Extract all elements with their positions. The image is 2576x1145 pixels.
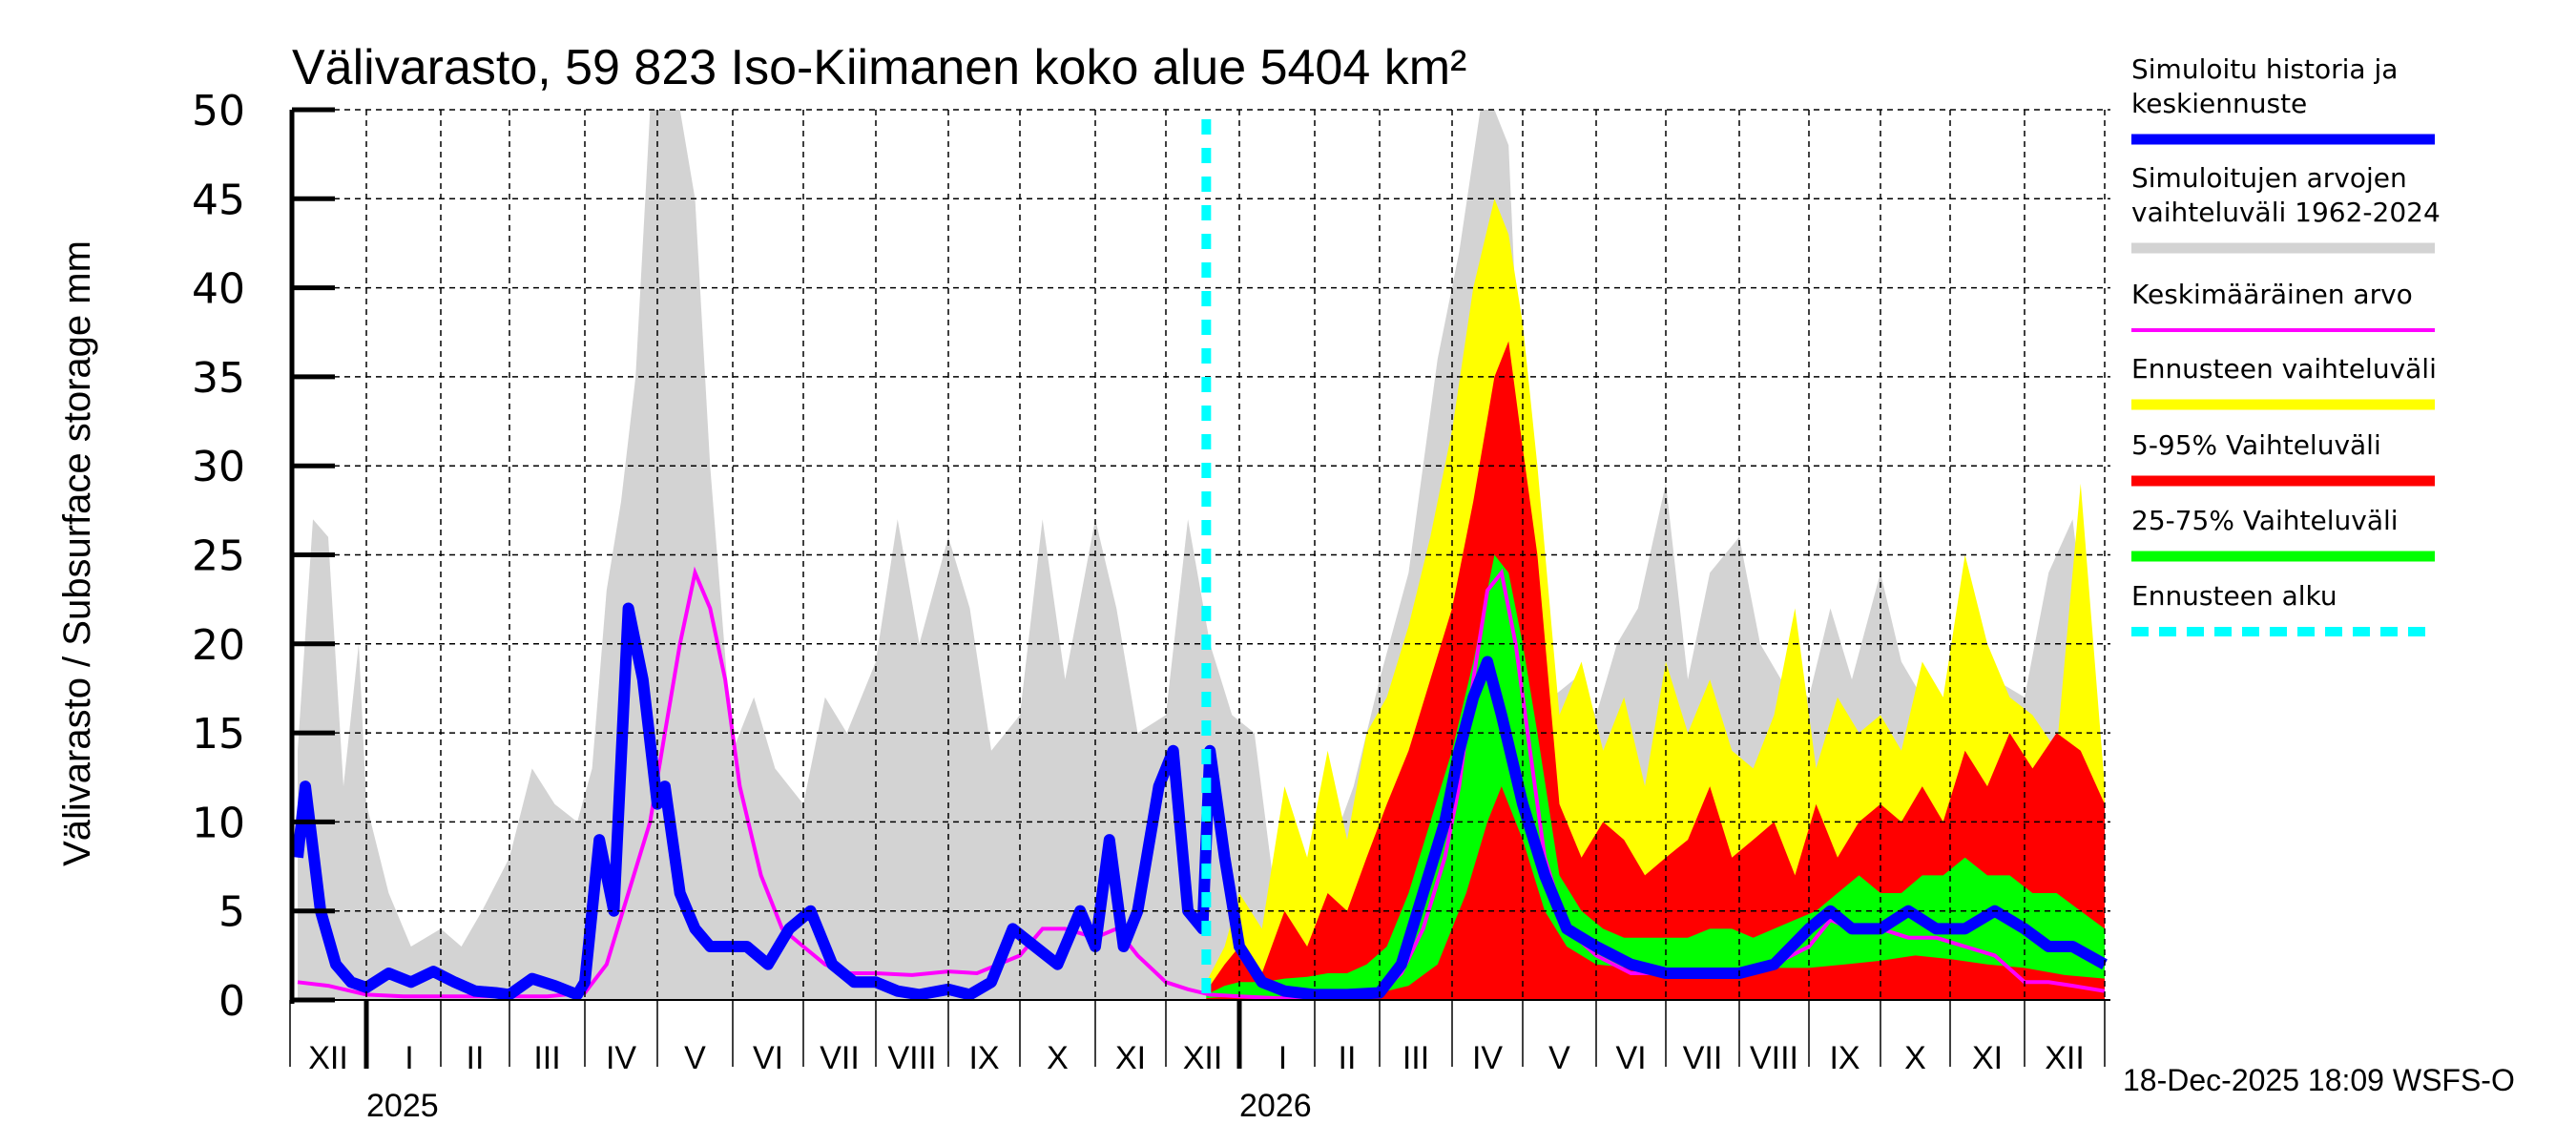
y-tick-label: 50: [192, 87, 245, 135]
legend-label: vaihteluväli 1962-2024: [2131, 197, 2441, 228]
y-tick-label: 10: [192, 799, 245, 847]
month-label: III: [533, 1040, 560, 1076]
chart-title: Välivarasto, 59 823 Iso-Kiimanen koko al…: [292, 40, 1466, 95]
legend-item: Keskimääräinen arvo: [2131, 279, 2435, 332]
y-tick-label: 5: [218, 888, 245, 937]
y-tick-label: 25: [192, 532, 245, 581]
legend-label: Simuloitu historia ja: [2131, 53, 2398, 85]
year-label: 2026: [1239, 1088, 1312, 1124]
month-label: IV: [606, 1040, 636, 1076]
legend-item: Ennusteen vaihteluväli: [2131, 353, 2437, 410]
month-label: VII: [820, 1040, 860, 1076]
legend-label: 5-95% Vaihteluväli: [2131, 429, 2381, 461]
year-label: 2025: [366, 1088, 439, 1124]
month-label: XII: [1183, 1040, 1223, 1076]
month-label: VII: [1683, 1040, 1723, 1076]
y-tick-label: 40: [192, 265, 245, 314]
timestamp-label: 18-Dec-2025 18:09 WSFS-O: [2123, 1063, 2515, 1097]
month-label: IX: [968, 1040, 999, 1076]
legend: Simuloitu historia jakeskiennusteSimuloi…: [2131, 53, 2441, 636]
legend-label: Keskimääräinen arvo: [2131, 279, 2413, 310]
month-label: I: [1278, 1040, 1287, 1076]
month-label: X: [1904, 1040, 1926, 1076]
month-label: IX: [1829, 1040, 1859, 1076]
month-label: VI: [753, 1040, 783, 1076]
legend-label: keskiennuste: [2131, 88, 2307, 119]
y-tick-label: 15: [192, 710, 245, 759]
month-label: XII: [2045, 1040, 2085, 1076]
y-tick-label: 0: [218, 977, 245, 1026]
legend-item: Ennusteen alku: [2131, 580, 2435, 636]
month-label: V: [1548, 1040, 1570, 1076]
legend-label: Ennusteen alku: [2131, 580, 2337, 612]
y-axis-label: Välivarasto / Subsurface storage mm: [56, 240, 98, 866]
legend-label: Ennusteen vaihteluväli: [2131, 353, 2437, 385]
month-label: III: [1402, 1040, 1429, 1076]
y-tick-label: 20: [192, 621, 245, 670]
month-label: VIII: [887, 1040, 936, 1076]
p25-75-area: [1206, 554, 2105, 1000]
month-label: XI: [1972, 1040, 2003, 1076]
legend-label: Simuloitujen arvojen: [2131, 162, 2407, 194]
y-tick-label: 30: [192, 443, 245, 491]
month-label: II: [467, 1040, 485, 1076]
month-label: XI: [1115, 1040, 1146, 1076]
simulated-history-line: [292, 602, 2108, 1000]
grid: [292, 109, 2110, 1000]
month-label: VI: [1615, 1040, 1646, 1076]
month-label: I: [405, 1040, 413, 1076]
month-label: IV: [1472, 1040, 1503, 1076]
month-label: X: [1047, 1040, 1069, 1076]
month-label: VIII: [1750, 1040, 1798, 1076]
p25-lower-area: [1206, 786, 2105, 1000]
legend-label: 25-75% Vaihteluväli: [2131, 505, 2399, 536]
y-tick-label: 45: [192, 176, 245, 224]
month-label: XII: [308, 1040, 348, 1076]
legend-item: 25-75% Vaihteluväli: [2131, 505, 2435, 562]
legend-item: 5-95% Vaihteluväli: [2131, 429, 2435, 487]
month-label: V: [684, 1040, 706, 1076]
y-tick-label: 35: [192, 354, 245, 403]
month-label: II: [1339, 1040, 1357, 1076]
